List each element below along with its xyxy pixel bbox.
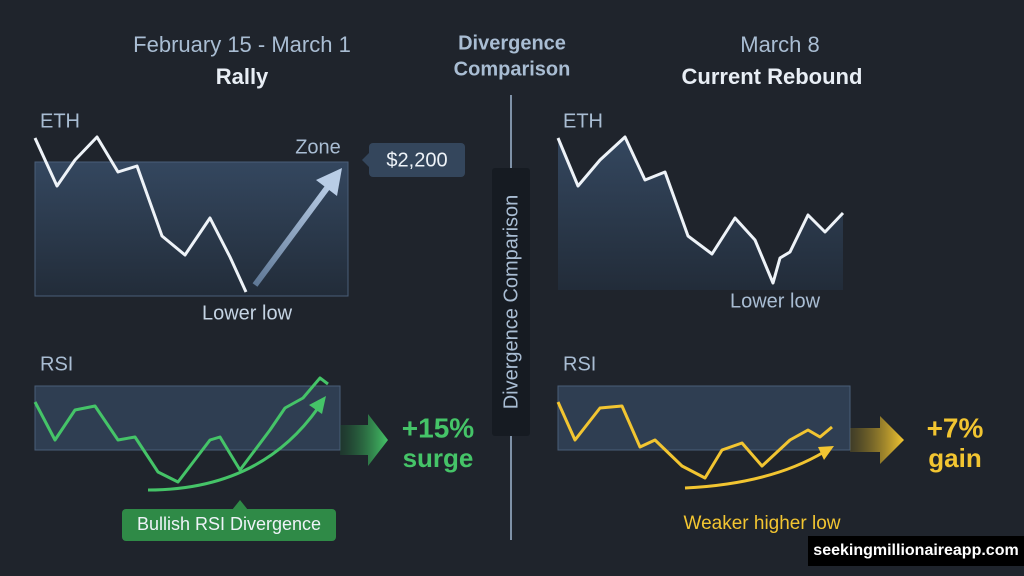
watermark-box xyxy=(808,536,1024,566)
rsi-zone xyxy=(34,385,341,451)
eth-zone xyxy=(34,161,349,297)
label-pointer xyxy=(232,500,248,510)
eth-label: ETH xyxy=(563,110,603,132)
center-title: Comparison xyxy=(454,58,571,80)
rsi-line xyxy=(556,401,833,480)
arrow-head xyxy=(818,446,834,460)
rsi-label: RSI xyxy=(563,353,596,375)
eth-line xyxy=(33,135,248,293)
rebound-arrow xyxy=(252,182,333,287)
vertical-label: Divergence Comparison xyxy=(500,195,522,410)
rsi-zone xyxy=(557,385,851,451)
higher-low-arrow xyxy=(684,450,825,490)
arrow-head xyxy=(309,396,326,414)
eth-label: ETH xyxy=(40,110,80,132)
right-date: March 8 xyxy=(740,32,819,57)
result-word: surge xyxy=(403,443,474,473)
result-value: +7% xyxy=(927,412,984,443)
result-arrow xyxy=(340,414,388,466)
result-word: gain xyxy=(928,443,981,473)
rsi-label: RSI xyxy=(40,353,73,375)
eth-line xyxy=(556,135,845,285)
price-pointer xyxy=(362,152,370,168)
center-title: Divergence xyxy=(458,32,566,54)
price: $2,200 xyxy=(386,149,447,171)
result-arrow xyxy=(850,416,904,464)
watermark: seekingmillionaireapp.com xyxy=(813,542,1018,559)
low-note: Lower low xyxy=(202,302,293,324)
eth-area xyxy=(558,137,843,290)
divergence-label: Bullish RSI Divergence xyxy=(137,514,321,534)
weak-note: Weaker higher low xyxy=(683,513,840,534)
arrow-head xyxy=(316,168,342,196)
vertical-label-box xyxy=(492,168,530,436)
left-date: February 15 - March 1 xyxy=(133,32,351,57)
result-value: +15% xyxy=(402,412,474,443)
divergence-box xyxy=(122,509,336,541)
price-box xyxy=(369,143,465,177)
rsi-line xyxy=(33,376,329,484)
divergence-arrow xyxy=(147,407,320,492)
left-title: Rally xyxy=(216,64,269,89)
zone-label: Zone xyxy=(295,136,341,158)
right-title: Current Rebound xyxy=(682,64,863,89)
low-note: Lower low xyxy=(730,290,821,312)
